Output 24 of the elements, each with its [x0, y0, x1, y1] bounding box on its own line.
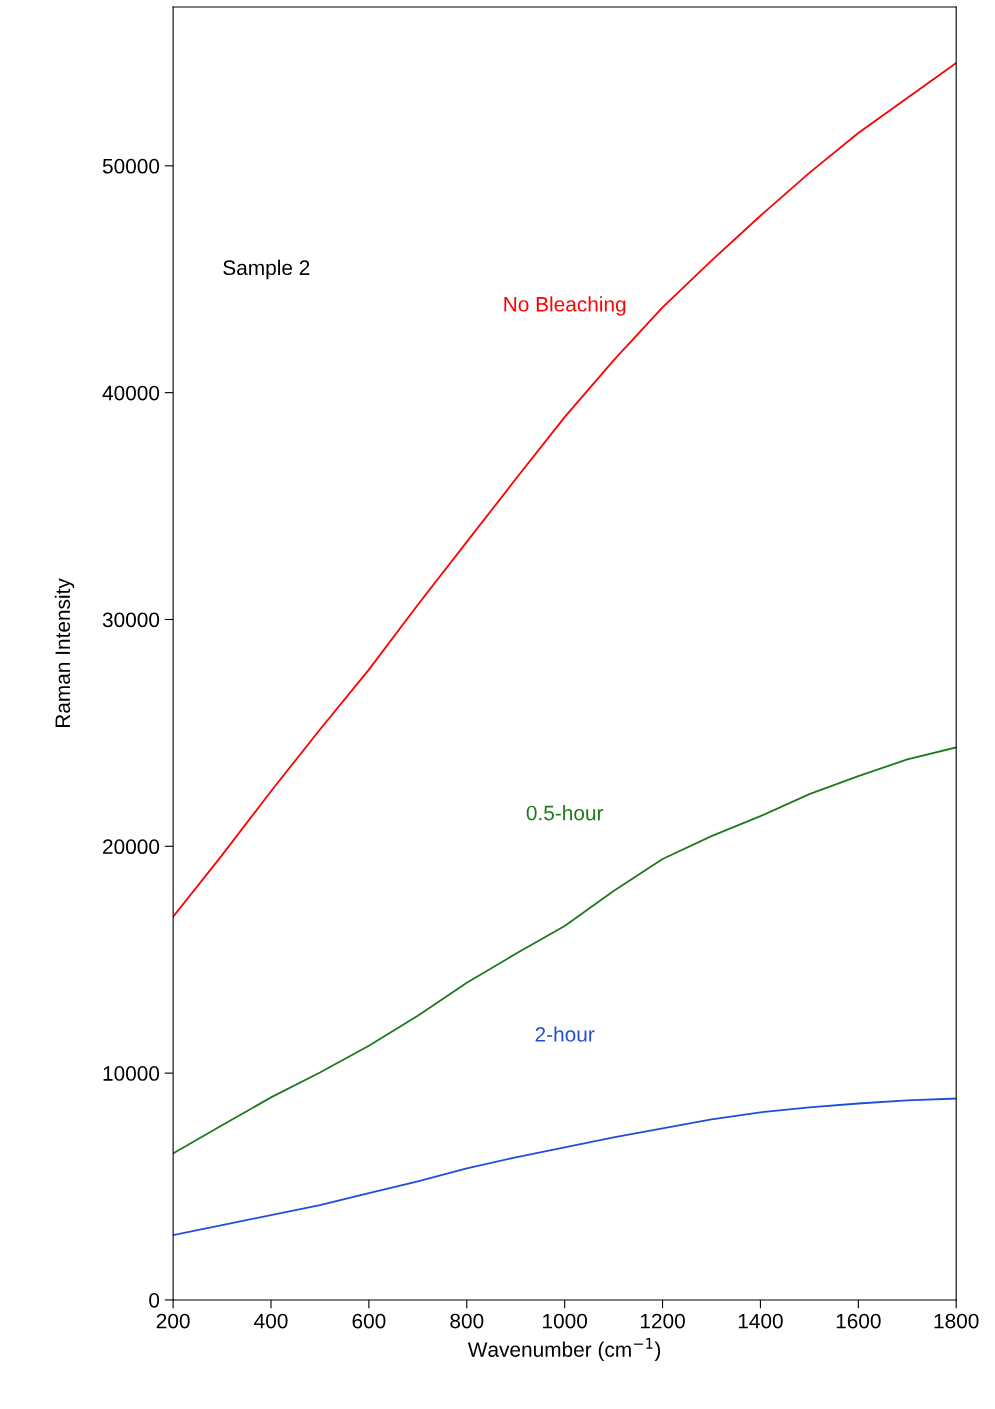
- x-tick-label: 1200: [640, 1313, 685, 1329]
- y-tick-label: 20000: [103, 839, 160, 855]
- x-tick-label: 600: [352, 1313, 386, 1329]
- x-tick-label: 1600: [836, 1313, 881, 1329]
- x-tick-label: 1800: [934, 1313, 979, 1329]
- text: 2-hour: [535, 1026, 595, 1042]
- line-series: [173, 746, 957, 1155]
- series-label: No Bleaching: [504, 296, 626, 316]
- y-tick-label: 10000: [103, 1066, 160, 1081]
- x-tick-label: 200: [156, 1313, 190, 1329]
- y-tick-label: 0: [149, 1292, 160, 1308]
- annotation: Sample 2: [223, 259, 310, 280]
- x-tick-label: 800: [450, 1313, 484, 1329]
- x-axis-title: Wavenumber (cm$^{−1}$): [467, 1338, 661, 1362]
- x-tick-label: 1400: [738, 1313, 783, 1329]
- y-tick-label: 30000: [102, 612, 160, 628]
- line-series: [173, 62, 957, 918]
- y-axis-title: Raman Intensity: [54, 578, 75, 728]
- y-tick-label: 50000: [102, 158, 160, 174]
- text: 0.5-hour: [526, 805, 604, 821]
- x-tick-label: 1000: [543, 1313, 588, 1329]
- x-tick-label: 400: [254, 1313, 288, 1329]
- line-series: [173, 1097, 957, 1236]
- y-tick-label: 40000: [102, 385, 160, 401]
